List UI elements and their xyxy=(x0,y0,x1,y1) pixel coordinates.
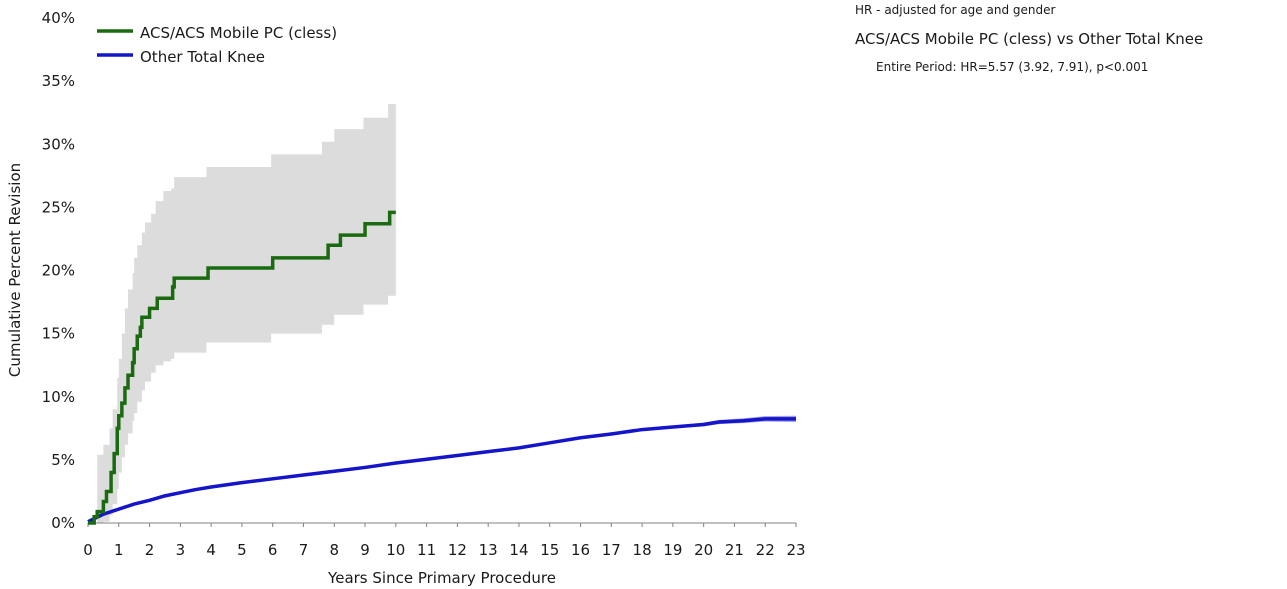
x-tick-label: 14 xyxy=(509,541,528,559)
y-tick-label: 0% xyxy=(51,514,75,532)
x-tick-label: 12 xyxy=(448,541,467,559)
series-line-acs xyxy=(88,210,396,525)
y-tick-label: 40% xyxy=(42,9,75,27)
y-tick-label: 15% xyxy=(42,325,75,343)
x-tick-label: 10 xyxy=(386,541,405,559)
legend-label-acs: ACS/ACS Mobile PC (cless) xyxy=(140,24,337,42)
y-tick-label: 5% xyxy=(51,451,75,469)
x-tick-label: 9 xyxy=(360,541,370,559)
x-tick-label: 20 xyxy=(694,541,713,559)
x-tick-label: 18 xyxy=(633,541,652,559)
hr-adjustment-note: HR - adjusted for age and gender xyxy=(855,3,1056,17)
other-total-knee-confidence-band xyxy=(88,415,796,523)
y-tick-label: 10% xyxy=(42,388,75,406)
x-tick-label: 11 xyxy=(417,541,436,559)
legend: ACS/ACS Mobile PC (cless) Other Total Kn… xyxy=(97,24,337,66)
y-tick-label: 20% xyxy=(42,262,75,280)
x-tick-label: 1 xyxy=(114,541,124,559)
x-tick-label: 7 xyxy=(299,541,309,559)
x-tick-label: 3 xyxy=(176,541,186,559)
x-tick-label: 21 xyxy=(725,541,744,559)
y-axis-title: Cumulative Percent Revision xyxy=(6,163,24,377)
x-tick-label: 19 xyxy=(663,541,682,559)
x-tick-label: 22 xyxy=(756,541,775,559)
x-tick-label: 4 xyxy=(206,541,216,559)
x-tick-label: 16 xyxy=(571,541,590,559)
x-tick-label: 17 xyxy=(602,541,621,559)
x-tick-label: 8 xyxy=(329,541,339,559)
x-tick-label: 6 xyxy=(268,541,278,559)
x-tick-label: 0 xyxy=(83,541,93,559)
comparison-title: ACS/ACS Mobile PC (cless) vs Other Total… xyxy=(855,30,1204,48)
entire-period-hazard-ratio: Entire Period: HR=5.57 (3.92, 7.91), p<0… xyxy=(876,60,1149,74)
legend-label-other-total-knee: Other Total Knee xyxy=(140,48,265,66)
y-tick-label: 30% xyxy=(42,135,75,153)
series-line-other-total-knee xyxy=(87,417,796,524)
confidence-interval-layer xyxy=(88,103,796,523)
y-tick-label: 35% xyxy=(42,72,75,90)
kaplan-meier-chart: 0 1 2 3 4 5 6 7 8 9 10 11 12 13 14 15 16 17 18 19 20 21 22 230%… xyxy=(6,9,806,587)
x-tick-label: 13 xyxy=(479,541,498,559)
x-tick-label: 5 xyxy=(237,541,247,559)
series-lines xyxy=(87,210,796,525)
tick-labels: 0 1 2 3 4 5 6 7 8 9 10 11 12 13 14 15 16 17 18 19 20 21 22 230%… xyxy=(42,9,806,559)
x-tick-label: 15 xyxy=(540,541,559,559)
x-tick-label: 23 xyxy=(786,541,805,559)
x-tick-label: 2 xyxy=(145,541,155,559)
x-axis-title: Years Since Primary Procedure xyxy=(327,569,556,587)
acs-confidence-band xyxy=(88,103,396,523)
y-tick-label: 25% xyxy=(42,198,75,216)
